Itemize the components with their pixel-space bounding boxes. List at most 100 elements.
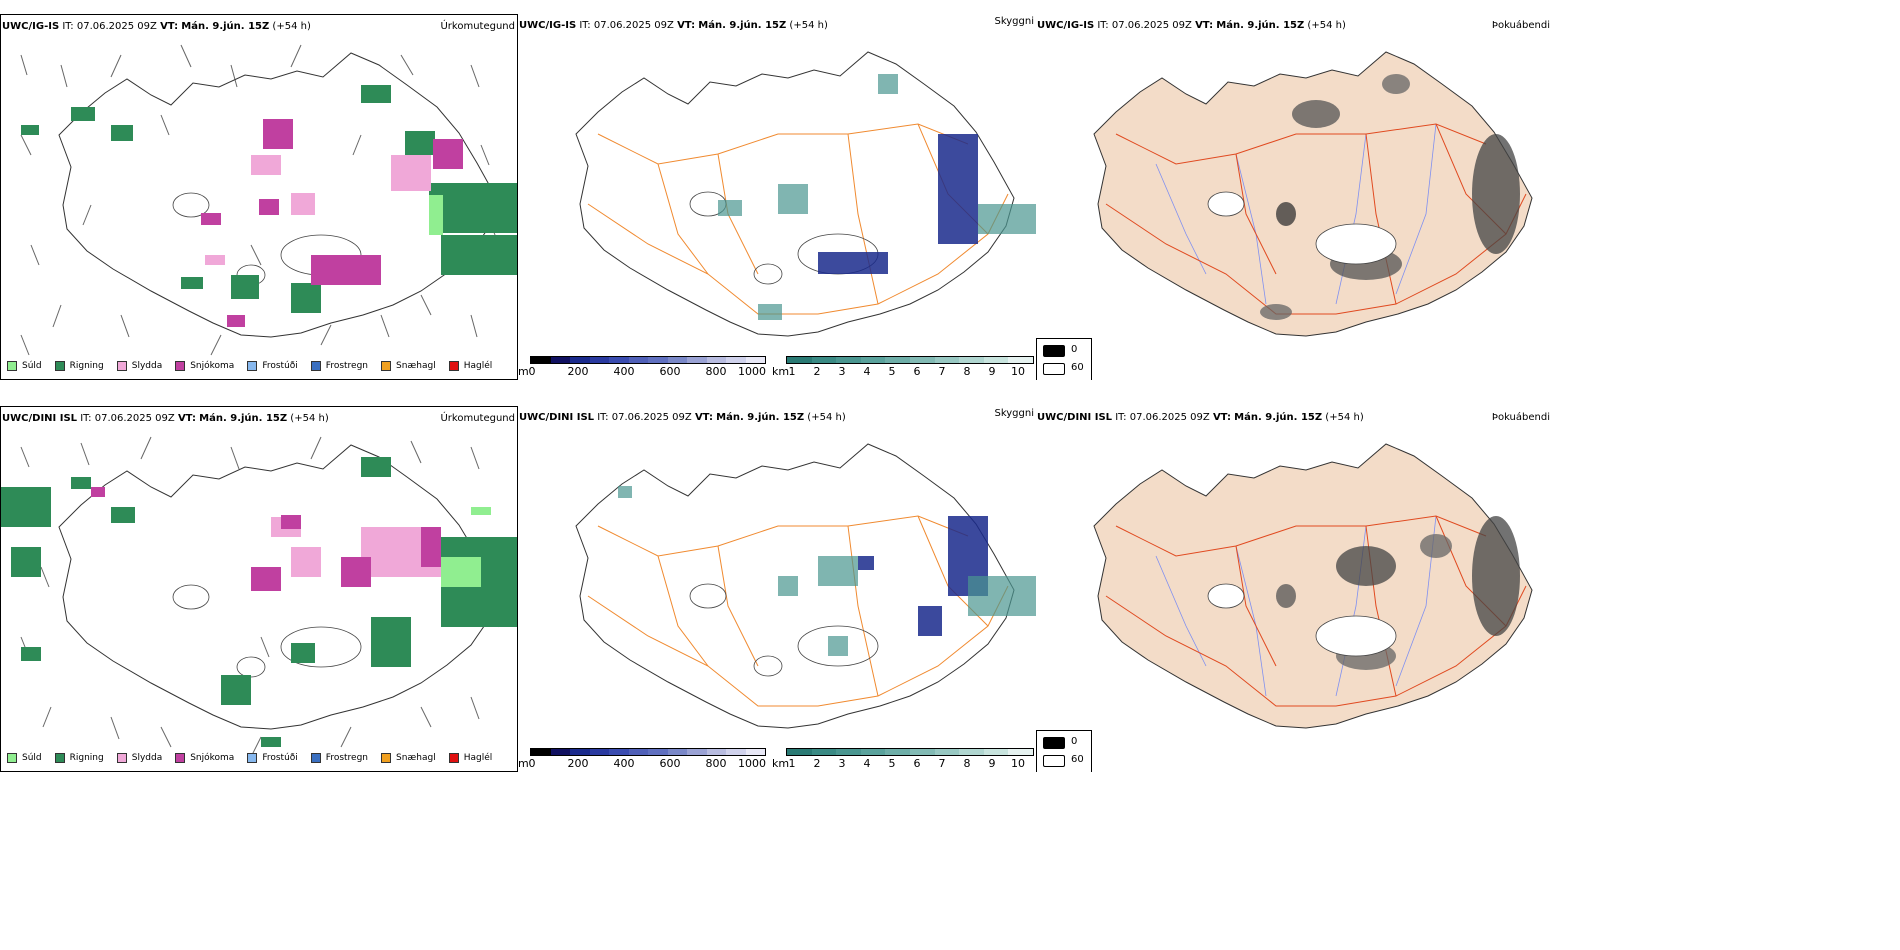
fog-panel-row1: UWC/IG-IS IT: 07.06.2025 09Z VT: Mán. 9.… (1036, 14, 1900, 380)
precip-type-panel-row1: UWC/IG-IS IT: 07.06.2025 09Z VT: Mán. 9.… (0, 14, 518, 380)
legend-item: Frostúði (247, 361, 298, 371)
precip-snow (201, 119, 463, 327)
colorbar-tick: 8 (963, 365, 971, 378)
legend-item: Frostúði (247, 753, 298, 763)
colorbar-tick: 1000 (738, 757, 766, 770)
fog-map (1093, 443, 1533, 729)
legend-item: Rigning (54, 361, 104, 371)
colorbar-segment (706, 749, 726, 755)
colorbar-segment (909, 357, 935, 363)
colorbar-segment (706, 357, 726, 363)
fog-key-swatch-high (1043, 345, 1065, 357)
colorbar-tick: 10 (1011, 757, 1025, 770)
colorbar-segment (687, 749, 707, 755)
precip-legend: Súld Rigning Slydda Snjókoma Frostúði Fr… (7, 753, 505, 763)
colorbar-tick: 1000 (738, 365, 766, 378)
colorbar-segment (787, 357, 812, 363)
fog-key: 0 60 (1036, 730, 1092, 772)
colorbar-tick: 4 (863, 365, 871, 378)
legend-swatch (116, 361, 127, 371)
fog-key: 0 60 (1036, 338, 1092, 380)
colorbar-segment (836, 749, 861, 755)
colorbar-segment (726, 749, 746, 755)
visibility-panel-row1: UWC/IG-IS IT: 07.06.2025 09Z VT: Mán. 9.… (518, 14, 1036, 380)
fog-key-label: 0 (1071, 736, 1078, 747)
colorbar-segment (745, 749, 765, 755)
colorbar-tick: 2 (813, 757, 821, 770)
legend-swatch (381, 753, 392, 763)
panel-title: UWC/IG-IS IT: 07.06.2025 09Z VT: Mán. 9.… (1037, 20, 1346, 31)
colorbar-tick: 2 (813, 365, 821, 378)
legend-swatch (381, 361, 392, 371)
fog-key-label: 60 (1071, 754, 1084, 765)
colorbar-tick: 200 (567, 757, 589, 770)
precip-legend: Súld Rigning Slydda Snjókoma Frostúði Fr… (7, 361, 505, 371)
colorbar-unit: km (772, 757, 790, 770)
legend-item: Slydda (116, 753, 162, 763)
colorbar-tick: 9 (988, 365, 996, 378)
colorbar-tick: 200 (567, 365, 589, 378)
colorbar-segment (531, 357, 551, 363)
colorbar-tick: 0 (528, 757, 536, 770)
legend-swatch (7, 361, 17, 371)
colorbar-tick: 800 (705, 757, 727, 770)
colorbar-segment (667, 357, 687, 363)
colorbar-strip (786, 356, 1034, 364)
legend-item: Frostregn (310, 361, 368, 371)
colorbar-tick: 7 (938, 365, 946, 378)
colorbar-segment (1008, 357, 1033, 363)
precip-map (20, 44, 517, 356)
panel-title: UWC/DINI ISL IT: 07.06.2025 09Z VT: Mán.… (1037, 412, 1364, 423)
glacier-areas (1207, 583, 1397, 657)
colorbar-tick: 6 (913, 757, 921, 770)
precip-sleet (205, 155, 431, 265)
legend-item: Snjókoma (175, 361, 234, 371)
colorbar-unit: m (518, 365, 529, 378)
colorbar-segment (909, 749, 935, 755)
panel-title: UWC/DINI ISL IT: 07.06.2025 09Z VT: Mán.… (519, 412, 846, 423)
legend-swatch (310, 361, 321, 371)
legend-item: Slydda (116, 361, 162, 371)
colorbar-tick: 600 (659, 365, 681, 378)
legend-item: Snjókoma (175, 753, 234, 763)
colorbar-segment (860, 749, 886, 755)
colorbar-segment (550, 749, 570, 755)
colorbar-segment (959, 749, 984, 755)
legend-item: Haglél (448, 753, 492, 763)
panel-title: UWC/IG-IS IT: 07.06.2025 09Z VT: Mán. 9.… (519, 20, 828, 31)
colorbar-strip (786, 748, 1034, 756)
legend-item: Súld (7, 753, 42, 763)
colorbar-tick: 0 (528, 365, 536, 378)
visibility-colorbar: km 1 2 3 4 5 6 7 8 9 10 (772, 356, 1036, 380)
colorbar-tick: 1 (788, 757, 796, 770)
colorbar-tick: 4 (863, 757, 871, 770)
colorbar-tick: 1 (788, 365, 796, 378)
legend-item: Haglél (448, 361, 492, 371)
precip-rain (21, 85, 517, 313)
glacier-outlines (172, 584, 362, 678)
wind-barbs (20, 436, 500, 758)
legend-swatch (448, 361, 459, 371)
legend-swatch (54, 361, 65, 371)
colorbar-segment (726, 357, 746, 363)
colorbar-segment (609, 749, 629, 755)
legend-item: Snæhagl (381, 361, 436, 371)
cloud-base-colorbar: m 0 200 400 600 800 1000 (518, 356, 770, 380)
colorbar-segment (811, 749, 837, 755)
visibility-colorbar: km 1 2 3 4 5 6 7 8 9 10 (772, 748, 1036, 772)
precip-snow (91, 487, 441, 591)
colorbar-segment (787, 749, 812, 755)
legend-item: Súld (7, 361, 42, 371)
colorbar-segment (934, 357, 960, 363)
colorbar-segment (983, 749, 1009, 755)
precip-rain (1, 457, 517, 747)
colorbar-unit: km (772, 365, 790, 378)
colorbar-unit: m (518, 757, 529, 770)
colorbar-segment (934, 749, 960, 755)
panel-title: UWC/DINI ISL IT: 07.06.2025 09Z VT: Mán.… (2, 413, 329, 424)
low-cloud-base (818, 134, 978, 274)
fog-key-label: 60 (1071, 362, 1084, 373)
colorbar-tick: 3 (838, 757, 846, 770)
panel-variable-label: Þokuábendi (1491, 20, 1550, 31)
iceland-outline (58, 52, 498, 338)
